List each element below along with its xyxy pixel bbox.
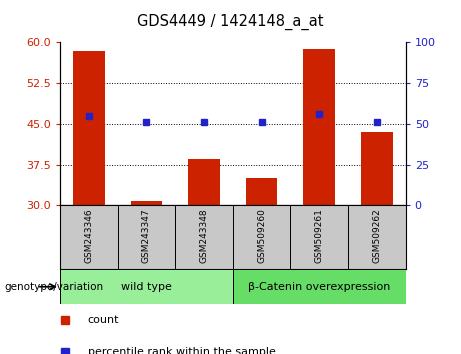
Bar (175, 205, 233, 269)
Bar (361, 132, 393, 205)
Bar (303, 49, 335, 205)
Bar (130, 201, 162, 205)
Text: GSM509261: GSM509261 (315, 209, 324, 263)
Text: GSM243348: GSM243348 (200, 209, 208, 263)
Bar (60, 269, 233, 304)
Bar (118, 205, 175, 269)
Text: GDS4449 / 1424148_a_at: GDS4449 / 1424148_a_at (137, 14, 324, 30)
Bar (290, 205, 348, 269)
Text: percentile rank within the sample: percentile rank within the sample (88, 347, 276, 354)
Text: wild type: wild type (121, 282, 172, 292)
Text: GSM509260: GSM509260 (257, 209, 266, 263)
Text: GSM243347: GSM243347 (142, 209, 151, 263)
Text: β-Catenin overexpression: β-Catenin overexpression (248, 282, 390, 292)
Bar (348, 205, 406, 269)
Text: GSM243346: GSM243346 (84, 209, 93, 263)
Bar (188, 159, 220, 205)
Bar (73, 51, 105, 205)
Bar (233, 205, 290, 269)
Bar (246, 178, 278, 205)
Text: count: count (88, 315, 119, 325)
Text: GSM509262: GSM509262 (372, 209, 381, 263)
Text: genotype/variation: genotype/variation (5, 282, 104, 292)
Bar (233, 269, 406, 304)
Bar (60, 205, 118, 269)
